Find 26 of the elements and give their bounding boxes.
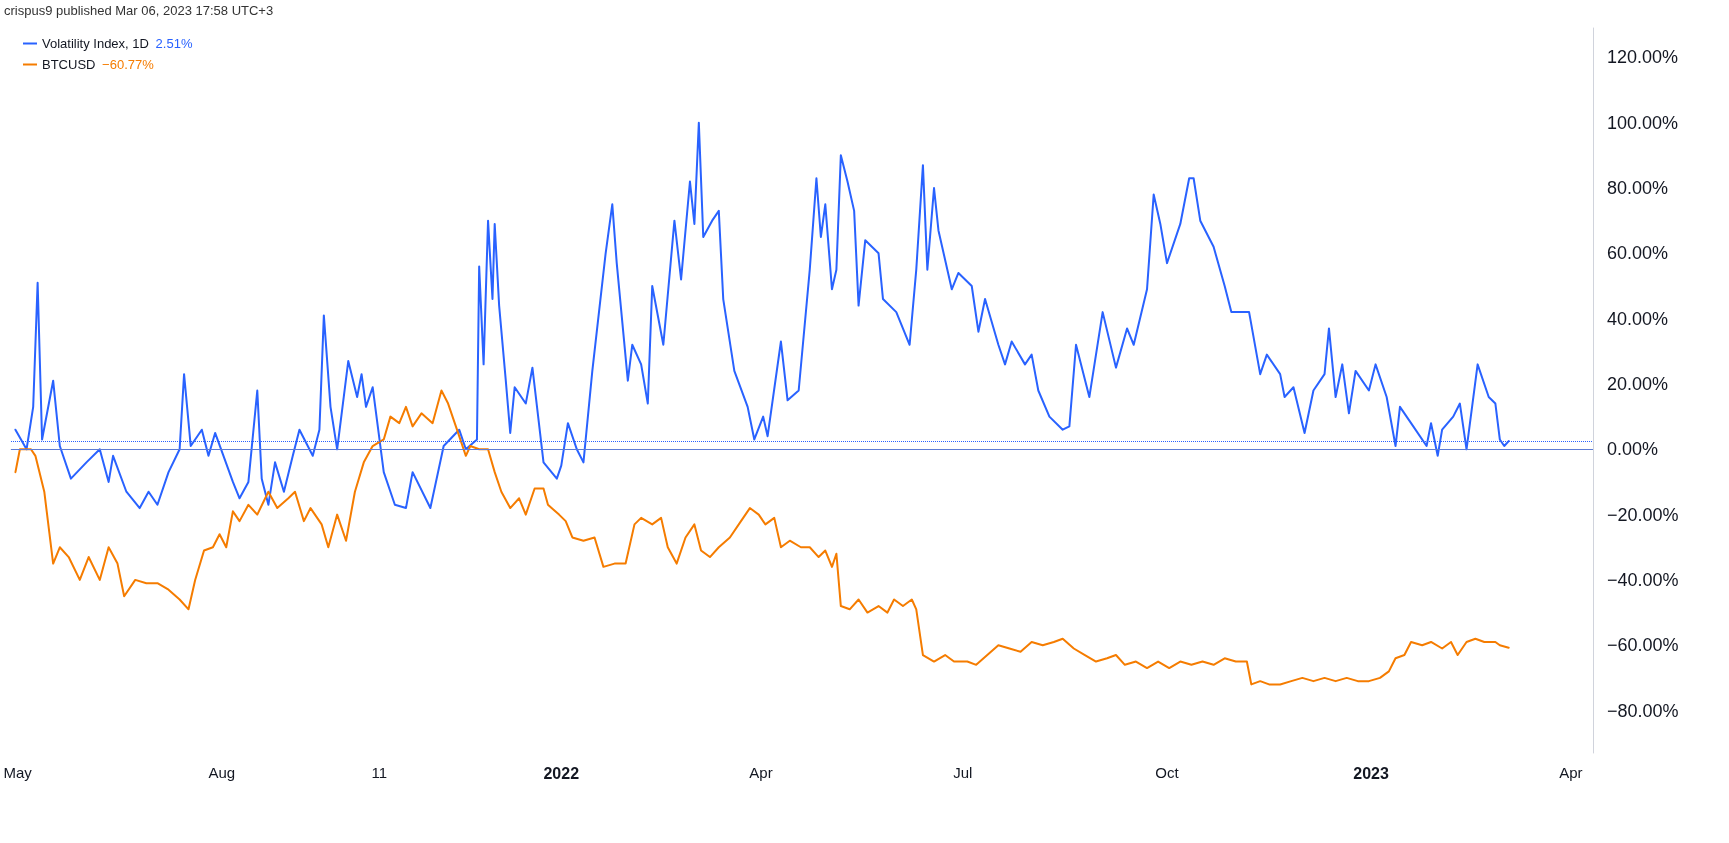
legend-label: BTCUSD	[42, 57, 96, 72]
text: crispus9 published Mar 06, 2023 17:58 UTC+3	[4, 3, 274, 18]
y-tick-label: −80.00%	[1607, 700, 1679, 721]
annotation: 2.51%	[155, 36, 193, 51]
y-tick-label: 120.00%	[1607, 47, 1679, 68]
x-tick-label: Oct	[1155, 764, 1180, 781]
y-tick-label: 60.00%	[1607, 243, 1669, 264]
y-tick-label: −20.00%	[1607, 504, 1679, 525]
legend-label: Volatility Index, 1D	[42, 36, 149, 51]
y-tick-label: 20.00%	[1607, 373, 1669, 394]
x-tick-label: 11	[371, 764, 388, 781]
x-tick-label: May	[3, 764, 33, 781]
x-tick-label: 2023	[1353, 764, 1390, 782]
line-series	[14, 389, 1510, 686]
y-tick-label: −60.00%	[1607, 635, 1679, 656]
x-tick-label: Jul	[953, 764, 973, 781]
y-tick-label: −40.00%	[1607, 569, 1679, 590]
y-tick-label: 100.00%	[1607, 112, 1679, 133]
x-tick-label: Aug	[208, 764, 236, 781]
x-tick-label: Apr	[1559, 764, 1583, 781]
y-tick-label: 40.00%	[1607, 308, 1669, 329]
y-tick-label: 0.00%	[1607, 439, 1659, 460]
y-tick-label: 80.00%	[1607, 178, 1669, 199]
x-tick-label: 2022	[543, 764, 580, 782]
annotation: −60.77%	[102, 57, 155, 72]
x-tick-label: Apr	[749, 764, 773, 781]
